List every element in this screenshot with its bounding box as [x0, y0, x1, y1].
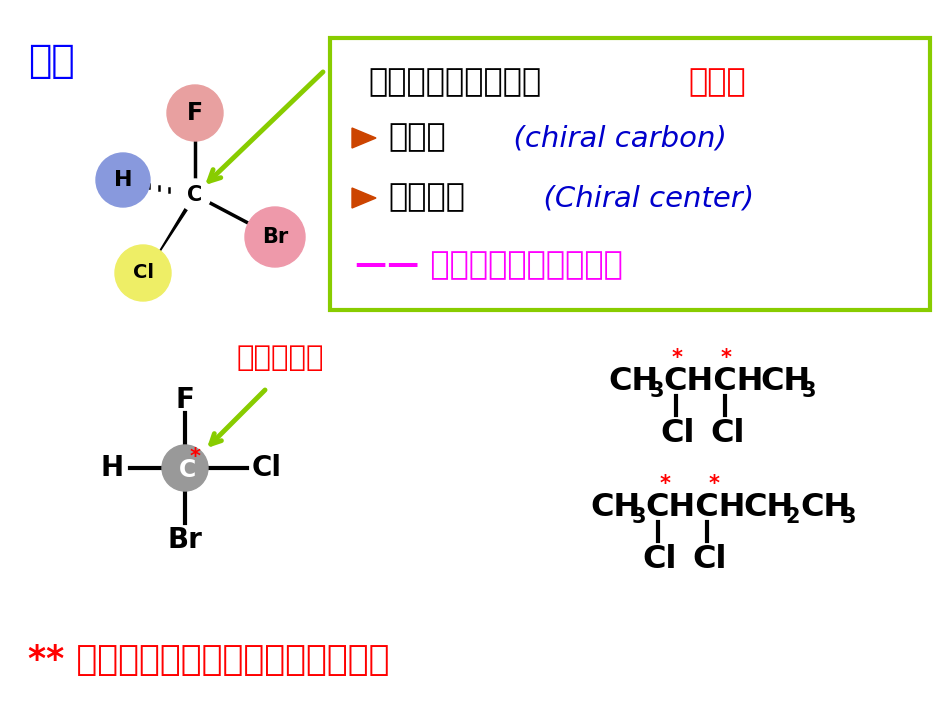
- Text: 手性中心: 手性中心: [388, 183, 465, 213]
- Text: Cl: Cl: [710, 419, 745, 449]
- Text: H: H: [101, 454, 124, 482]
- Text: Br: Br: [167, 526, 202, 554]
- Circle shape: [115, 245, 171, 301]
- Text: 手性碳: 手性碳: [388, 123, 446, 153]
- Text: *: *: [720, 348, 732, 368]
- Circle shape: [245, 207, 305, 267]
- Text: *: *: [189, 447, 200, 467]
- Text: CH: CH: [800, 493, 850, 523]
- Text: H: H: [114, 170, 132, 190]
- Text: Cl: Cl: [132, 264, 154, 282]
- Text: CH: CH: [590, 493, 640, 523]
- Text: CHCH: CHCH: [645, 493, 746, 523]
- Text: 3: 3: [632, 507, 647, 527]
- Text: 2: 2: [785, 507, 800, 527]
- Text: 3: 3: [650, 381, 664, 401]
- Text: *: *: [672, 348, 682, 368]
- Text: ** 有一个手性碳原子的分子是手性的: ** 有一个手性碳原子的分子是手性的: [28, 643, 389, 677]
- Text: CH: CH: [743, 493, 793, 523]
- FancyBboxPatch shape: [330, 38, 930, 310]
- Text: Cl: Cl: [660, 419, 694, 449]
- Circle shape: [162, 445, 208, 491]
- Text: 碳原子: 碳原子: [688, 68, 746, 98]
- Text: Cl: Cl: [252, 454, 282, 482]
- Text: F: F: [187, 101, 203, 125]
- Circle shape: [179, 179, 211, 211]
- Text: 例：: 例：: [28, 42, 75, 80]
- Text: 连有四个不同基团的: 连有四个不同基团的: [368, 68, 542, 98]
- Polygon shape: [352, 128, 376, 148]
- Text: 3: 3: [802, 381, 816, 401]
- Text: 3: 3: [842, 507, 857, 527]
- Text: —— 分子中产出手性的原子: —— 分子中产出手性的原子: [355, 250, 623, 282]
- Text: (Chiral center): (Chiral center): [525, 184, 754, 212]
- Circle shape: [167, 85, 223, 141]
- Text: 手性碳标记: 手性碳标记: [237, 344, 324, 372]
- Polygon shape: [352, 188, 376, 208]
- Text: *: *: [659, 474, 671, 494]
- Text: *: *: [709, 474, 719, 494]
- Text: (chiral carbon): (chiral carbon): [495, 124, 727, 152]
- Text: CH: CH: [608, 366, 658, 398]
- Text: Br: Br: [262, 227, 288, 247]
- Text: C: C: [179, 458, 196, 482]
- Text: F: F: [176, 386, 195, 414]
- Text: Cl: Cl: [692, 545, 727, 575]
- Text: Cl: Cl: [642, 545, 676, 575]
- Circle shape: [96, 153, 150, 207]
- Polygon shape: [153, 192, 195, 262]
- Text: C: C: [187, 185, 202, 205]
- Text: CH: CH: [760, 366, 810, 398]
- Text: CHCH: CHCH: [663, 366, 764, 398]
